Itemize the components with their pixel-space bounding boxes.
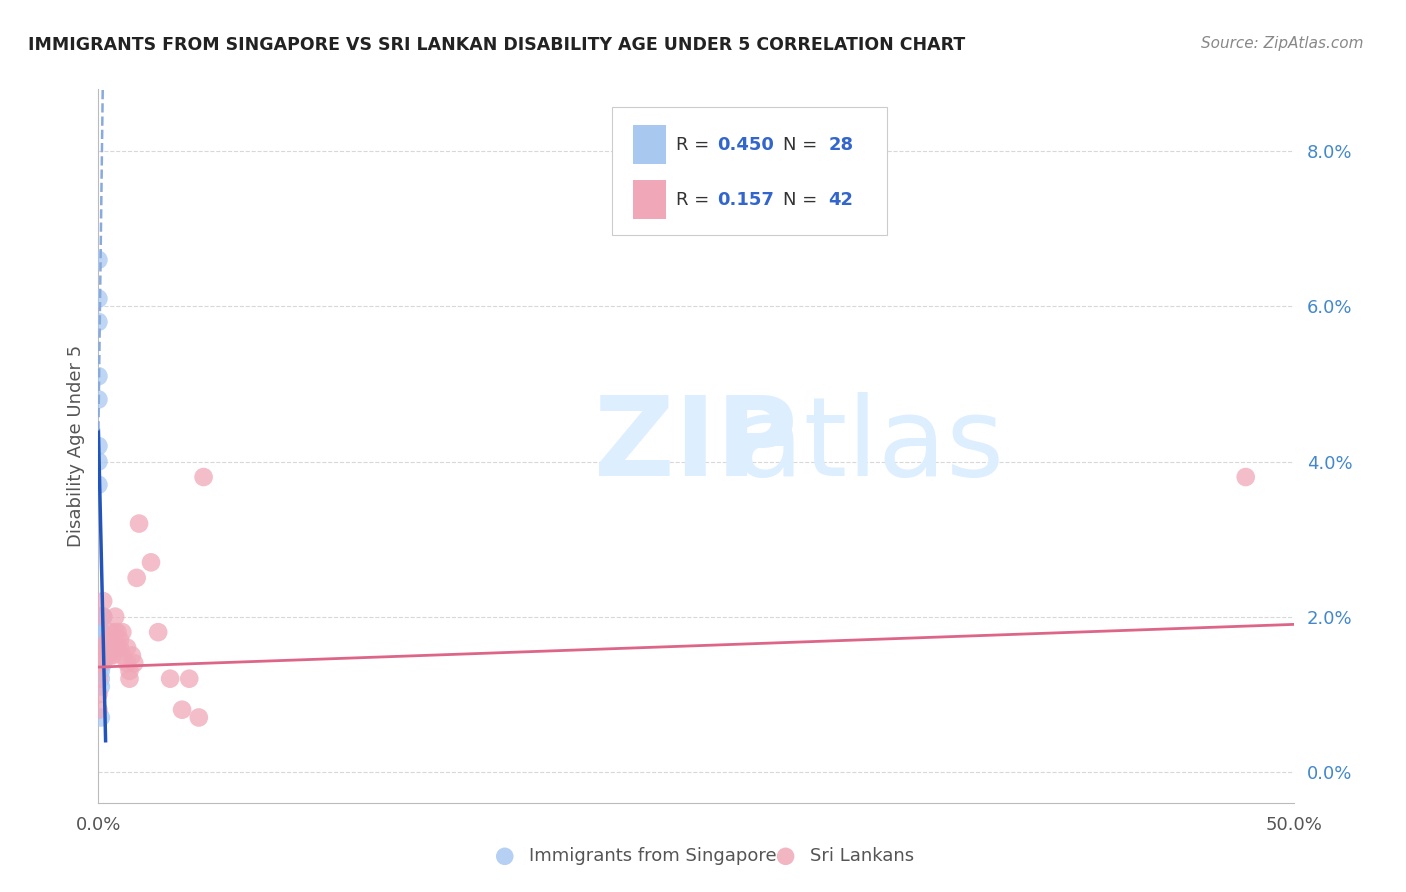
- Point: [159, 672, 181, 686]
- Point: [87, 648, 110, 663]
- Point: [111, 625, 134, 640]
- Text: 42: 42: [828, 191, 853, 209]
- Text: IMMIGRANTS FROM SINGAPORE VS SRI LANKAN DISABILITY AGE UNDER 5 CORRELATION CHART: IMMIGRANTS FROM SINGAPORE VS SRI LANKAN …: [28, 36, 966, 54]
- Point: [111, 648, 134, 663]
- Point: [90, 672, 112, 686]
- Point: [108, 640, 131, 655]
- Point: [101, 648, 124, 663]
- Point: [87, 252, 110, 267]
- Point: [94, 648, 117, 663]
- Point: [101, 640, 124, 655]
- Point: [89, 640, 111, 655]
- Point: [128, 516, 150, 531]
- Point: [87, 656, 110, 670]
- Point: [1234, 470, 1257, 484]
- Point: [87, 292, 110, 306]
- Point: [94, 640, 117, 655]
- Point: [148, 625, 170, 640]
- Point: [87, 439, 110, 453]
- Point: [124, 656, 146, 670]
- Text: N =: N =: [783, 191, 823, 209]
- Point: [91, 609, 114, 624]
- Point: [89, 648, 111, 663]
- Text: ZIP: ZIP: [595, 392, 797, 500]
- Text: Source: ZipAtlas.com: Source: ZipAtlas.com: [1201, 36, 1364, 51]
- Text: 0.450: 0.450: [717, 136, 775, 153]
- Point: [115, 640, 138, 655]
- Point: [108, 632, 131, 647]
- Point: [90, 656, 112, 670]
- Point: [193, 470, 215, 484]
- Y-axis label: Disability Age Under 5: Disability Age Under 5: [66, 345, 84, 547]
- Text: Sri Lankans: Sri Lankans: [810, 847, 914, 865]
- Point: [91, 609, 114, 624]
- Text: Immigrants from Singapore: Immigrants from Singapore: [529, 847, 776, 865]
- Point: [97, 632, 120, 647]
- Point: [87, 687, 110, 701]
- Point: [104, 609, 127, 624]
- Point: [91, 594, 114, 608]
- Point: [87, 369, 110, 384]
- Point: [89, 625, 111, 640]
- Point: [87, 617, 110, 632]
- Point: [87, 454, 110, 468]
- FancyBboxPatch shape: [633, 125, 666, 164]
- Text: N =: N =: [783, 136, 823, 153]
- Point: [97, 648, 120, 663]
- Point: [87, 703, 110, 717]
- Point: [98, 632, 122, 647]
- Point: [89, 609, 111, 624]
- Text: R =: R =: [676, 136, 714, 153]
- Point: [107, 625, 129, 640]
- Point: [94, 640, 117, 655]
- Text: 0.157: 0.157: [717, 191, 775, 209]
- Point: [91, 609, 114, 624]
- Point: [91, 625, 114, 640]
- Point: [98, 625, 122, 640]
- Point: [87, 664, 110, 678]
- Point: [121, 648, 143, 663]
- Point: [87, 672, 110, 686]
- Point: [87, 315, 110, 329]
- Point: [90, 680, 112, 694]
- Text: R =: R =: [676, 191, 714, 209]
- Point: [91, 656, 114, 670]
- Point: [87, 392, 110, 407]
- Point: [87, 632, 110, 647]
- Point: [115, 656, 138, 670]
- Point: [107, 640, 129, 655]
- Point: [98, 648, 122, 663]
- Point: [179, 672, 201, 686]
- FancyBboxPatch shape: [613, 107, 887, 235]
- Point: [87, 609, 110, 624]
- FancyBboxPatch shape: [633, 180, 666, 219]
- Point: [172, 703, 194, 717]
- Point: [90, 664, 112, 678]
- Text: 28: 28: [828, 136, 853, 153]
- Point: [118, 672, 141, 686]
- Text: atlas: atlas: [595, 392, 1004, 500]
- Point: [87, 477, 110, 491]
- Point: [90, 640, 112, 655]
- Point: [187, 710, 209, 724]
- Point: [118, 664, 141, 678]
- Point: [97, 640, 120, 655]
- Point: [104, 625, 127, 640]
- Point: [139, 555, 162, 569]
- Point: [125, 571, 148, 585]
- Point: [90, 710, 112, 724]
- Point: [87, 640, 110, 655]
- Point: [90, 656, 112, 670]
